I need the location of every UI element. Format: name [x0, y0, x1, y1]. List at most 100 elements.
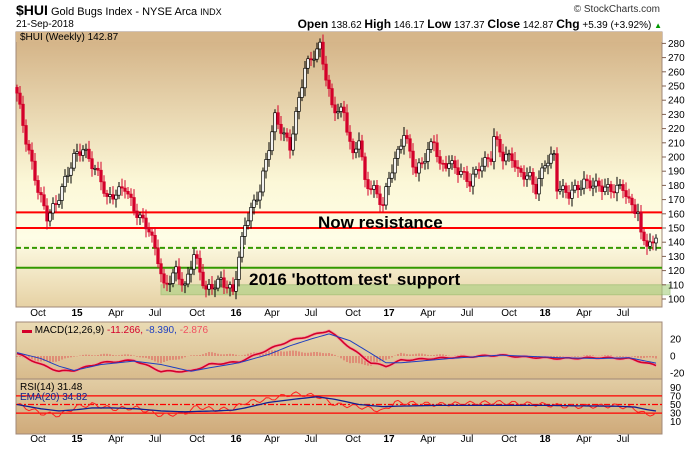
candle-body	[603, 186, 607, 192]
candle-body	[552, 153, 556, 156]
candle-body	[651, 241, 655, 244]
candle-body	[378, 193, 382, 205]
x-tick-label: 16	[230, 434, 242, 445]
candle-body	[576, 184, 580, 191]
candle-body	[567, 192, 571, 199]
candle-body	[24, 125, 28, 145]
candle-body	[387, 177, 391, 187]
macd-tick-label: -20	[670, 369, 685, 380]
candle-body	[306, 58, 310, 69]
candle-body	[561, 185, 565, 190]
x-tick-label: 18	[539, 308, 551, 319]
candle-body	[642, 231, 646, 242]
candle-body	[480, 165, 484, 172]
price-panel	[15, 31, 663, 308]
candle-body	[384, 186, 388, 206]
candle-body	[516, 166, 520, 169]
candle-body	[531, 172, 535, 185]
candle-body	[171, 272, 175, 284]
candle-body	[249, 206, 253, 222]
candle-body	[267, 150, 271, 160]
candle-body	[75, 151, 79, 154]
candle-body	[639, 211, 643, 233]
x-tick-label: Jul	[461, 434, 474, 445]
candle-body	[357, 140, 361, 150]
candle-body	[216, 278, 220, 289]
candle-body	[462, 171, 466, 173]
candle-body	[174, 266, 178, 274]
candle-body	[558, 189, 562, 192]
annotation-support: 2016 'bottom test' support	[249, 270, 461, 289]
price-legend: $HUI (Weekly) 142.87	[20, 32, 119, 43]
candle-body	[60, 186, 64, 201]
y-tick-label: 140	[668, 238, 685, 249]
x-tick-label: Oct	[189, 308, 205, 319]
candle-body	[297, 97, 301, 112]
candle-body	[648, 241, 652, 247]
candle-body	[147, 228, 151, 233]
candle-body	[519, 168, 523, 173]
candle-body	[426, 149, 430, 162]
y-tick-label: 230	[668, 110, 685, 121]
candle-body	[393, 157, 397, 174]
candle-body	[534, 183, 538, 195]
candle-body	[327, 79, 331, 89]
x-tick-label: Oct	[30, 434, 46, 445]
rsi-line	[16, 391, 657, 418]
candle-body	[423, 161, 427, 164]
candle-body	[507, 153, 511, 156]
y-tick-label: 270	[668, 53, 685, 64]
candle-body	[363, 156, 367, 180]
candle-body	[606, 184, 610, 188]
candle-body	[120, 186, 124, 189]
candle-body	[345, 112, 349, 133]
open-value: 138.62	[331, 20, 362, 31]
candle-body	[300, 87, 304, 98]
y-tick-label: 250	[668, 82, 685, 93]
candle-body	[186, 273, 190, 285]
candle-body	[144, 217, 148, 230]
candle-body	[192, 254, 196, 270]
candle-body	[48, 212, 52, 222]
x-tick-label: Jul	[461, 308, 474, 319]
candle-body	[537, 178, 541, 195]
candle-body	[564, 185, 568, 193]
candle-body	[615, 184, 619, 194]
open-label: Open	[297, 17, 329, 31]
high-label: High	[364, 17, 392, 31]
candle-body	[54, 203, 58, 205]
candle-body	[477, 169, 481, 172]
candle-body	[57, 200, 61, 205]
candle-body	[618, 184, 622, 186]
candle-body	[540, 167, 544, 179]
candle-body	[321, 41, 325, 65]
candle-body	[315, 48, 319, 60]
candle-body	[495, 136, 499, 140]
candle-body	[372, 185, 376, 190]
y-tick-label: 220	[668, 124, 685, 135]
candle-body	[633, 204, 637, 214]
x-tick-label: Apr	[264, 434, 280, 445]
ema-legend: EMA(20) 34.82	[20, 392, 88, 403]
candle-body	[621, 184, 625, 191]
x-tick-label: Oct	[501, 308, 517, 319]
candle-body	[447, 163, 451, 169]
exchange: INDX	[200, 7, 222, 17]
candle-body	[348, 131, 352, 142]
candle-body	[219, 277, 223, 280]
x-tick-label: Apr	[576, 434, 592, 445]
candle-body	[33, 160, 37, 181]
candle-body	[405, 135, 409, 140]
candle-body	[369, 188, 373, 191]
candle-body	[510, 153, 514, 161]
candle-body	[198, 257, 202, 273]
y-tick-label: 240	[668, 96, 685, 107]
candle-body	[201, 271, 205, 287]
candle-body	[258, 191, 262, 201]
candle-body	[27, 143, 31, 151]
candle-body	[159, 263, 163, 275]
high-value: 146.17	[393, 20, 425, 31]
x-tick-label: 15	[71, 434, 83, 445]
chart-title: $HUI Gold Bugs Index - NYSE Arca INDX	[16, 2, 222, 18]
candle-body	[129, 193, 133, 198]
